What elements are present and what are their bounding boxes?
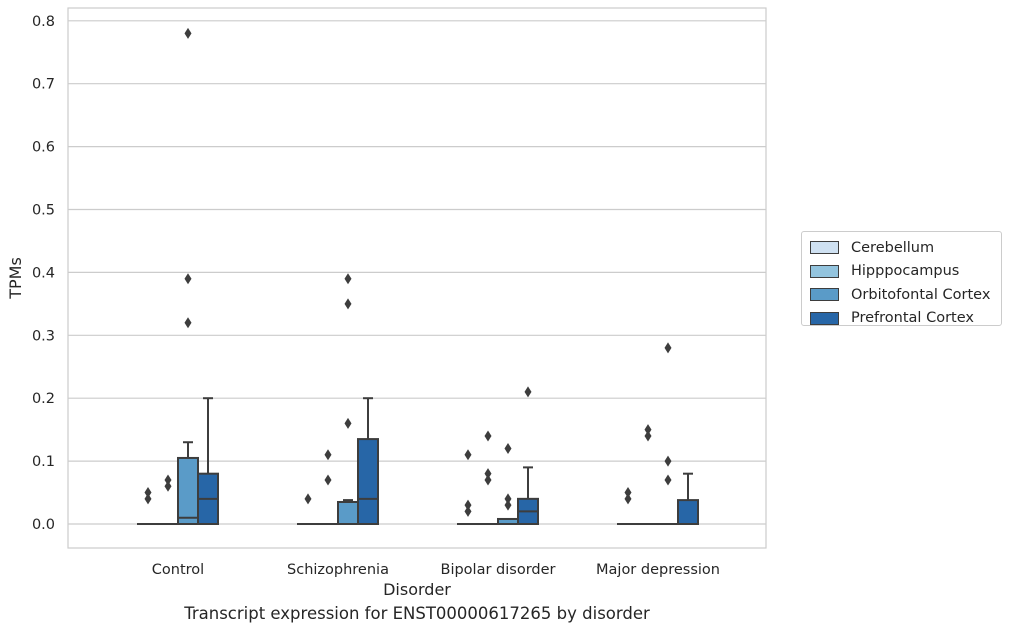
y-tick-label: 0.2 <box>32 391 55 407</box>
outlier-point <box>184 273 192 285</box>
y-tick-label: 0.0 <box>32 517 55 533</box>
x-axis-label: Disorder <box>383 580 451 599</box>
y-tick-label: 0.5 <box>32 203 55 219</box>
y-axis-label: TPMs <box>6 257 25 300</box>
box <box>317 449 339 526</box>
outlier-point <box>624 493 632 505</box>
box-body <box>357 438 379 525</box>
outlier-point <box>164 474 172 486</box>
outlier-point <box>664 474 672 486</box>
x-tick-label: Schizophrenia <box>287 562 389 578</box>
y-tick-labels: 0.0 0.1 0.2 0.3 0.4 0.5 0.6 0.7 0.8 <box>32 14 55 533</box>
y-tick-label: 0.8 <box>32 14 55 30</box>
box <box>497 443 519 526</box>
outlier-point <box>484 468 492 480</box>
outlier-point <box>504 499 512 511</box>
box <box>357 397 379 525</box>
legend-item: Prefrontal Cortex <box>810 307 1001 331</box>
outlier-point <box>184 317 192 329</box>
y-tick-label: 0.1 <box>32 454 55 470</box>
outlier-point <box>144 487 152 499</box>
outlier-point <box>344 298 352 310</box>
x-tick-label: Bipolar disorder <box>441 562 556 578</box>
box <box>197 397 219 525</box>
outlier-point <box>504 493 512 505</box>
y-tick-label: 0.7 <box>32 77 55 93</box>
outlier-point <box>664 455 672 467</box>
box <box>457 449 479 526</box>
legend-swatch <box>810 288 839 302</box>
outlier-point <box>344 273 352 285</box>
x-tick-label: Control <box>152 562 204 578</box>
outlier-point <box>484 474 492 486</box>
legend-swatch <box>810 241 839 255</box>
box-series <box>137 27 699 526</box>
box <box>517 386 539 525</box>
box <box>477 430 499 526</box>
legend-label: Orbitofontal Cortex <box>851 286 991 303</box>
outlier-point <box>344 417 352 429</box>
y-tick-label: 0.4 <box>32 265 55 281</box>
outlier-point <box>524 386 532 398</box>
legend-item: Cerebellum <box>810 236 1001 260</box>
box <box>677 472 699 525</box>
legend-label: Prefrontal Cortex <box>851 310 974 327</box>
box-body <box>337 500 359 525</box>
outlier-point <box>324 474 332 486</box>
outlier-point <box>644 424 652 436</box>
box-body <box>677 499 699 525</box>
plot-area <box>67 7 767 549</box>
box <box>657 342 679 526</box>
box <box>137 487 159 526</box>
outlier-point <box>184 27 192 39</box>
outlier-point <box>464 499 472 511</box>
outlier-point <box>304 493 312 505</box>
outlier-point <box>644 430 652 442</box>
outlier-point <box>164 480 172 492</box>
box <box>637 424 659 526</box>
box-body <box>177 456 199 525</box>
outlier-point <box>664 342 672 354</box>
outlier-point <box>484 430 492 442</box>
outlier-point <box>324 449 332 461</box>
legend-swatch <box>810 264 839 278</box>
outlier-point <box>504 443 512 455</box>
outlier-point <box>464 505 472 517</box>
outlier-point <box>624 487 632 499</box>
x-tick-label: Major depression <box>596 562 720 578</box>
chart-caption: Transcript expression for ENST0000061726… <box>184 604 650 623</box>
legend-label: Hipppocampus <box>851 263 960 280</box>
legend-label: Cerebellum <box>851 239 935 256</box>
y-tick-label: 0.6 <box>32 140 55 156</box>
legend: Cerebellum Hipppocampus Orbitofontal Corte… <box>801 231 1002 326</box>
outlier-point <box>144 493 152 505</box>
y-tick-label: 0.3 <box>32 328 55 344</box>
x-tick-labels: Control Schizophrenia Bipolar disorder Majo… <box>152 562 720 578</box>
outlier-point <box>464 449 472 461</box>
legend-item: Hipppocampus <box>810 260 1001 284</box>
legend-item: Orbitofontal Cortex <box>810 283 1001 307</box>
legend-swatch <box>810 311 839 325</box>
